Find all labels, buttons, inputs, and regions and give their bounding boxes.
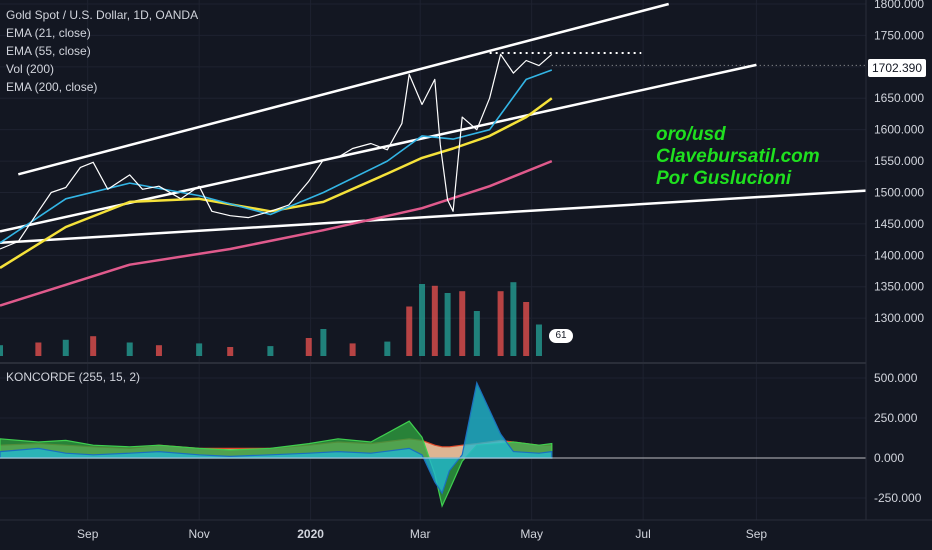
indicator-tick-label: 500.000 (874, 371, 918, 385)
time-tick-label: May (520, 527, 543, 541)
price-line (0, 53, 553, 250)
price-tick-label: 1500.000 (874, 185, 924, 199)
volume-bar (320, 329, 327, 356)
author-watermark: oro/usd Clavebursatil.com Por Guslucioni (656, 124, 820, 190)
chart-legend: Gold Spot / U.S. Dollar, 1D, OANDA EMA (… (6, 6, 198, 96)
indicator-legend[interactable]: KONCORDE (255, 15, 2) (6, 370, 141, 384)
volume-bar (349, 343, 356, 356)
volume-bar (196, 343, 203, 356)
volume-bar (305, 338, 312, 356)
legend-ema200[interactable]: EMA (200, close) (6, 80, 98, 94)
price-tick-label: 1650.000 (874, 91, 924, 105)
trendline (17, 2, 670, 176)
legend-vol[interactable]: Vol (200) (6, 62, 55, 76)
volume-bars (0, 282, 542, 356)
price-tick-label: 1300.000 (874, 311, 924, 325)
koncorde-series-1 (0, 380, 553, 495)
volume-bar (227, 347, 234, 356)
volume-bar (523, 302, 530, 356)
time-axis[interactable]: Sep Nov 2020 Mar May Jul Sep (77, 527, 767, 541)
watermark-line-2: Clavebursatil.com (656, 146, 820, 167)
time-tick-label: Jul (635, 527, 650, 541)
price-tick-label: 1400.000 (874, 248, 924, 262)
volume-bar (62, 339, 69, 356)
volume-bar (384, 341, 391, 356)
volume-bar (419, 284, 426, 356)
volume-badge[interactable]: 61 (549, 329, 573, 343)
volume-bar (126, 342, 133, 356)
volume-bar (535, 324, 542, 356)
volume-bar (497, 291, 504, 356)
legend-ema55[interactable]: EMA (55, close) (6, 44, 91, 58)
indicator-tick-label: 0.000 (874, 451, 904, 465)
volume-bar (90, 336, 97, 356)
price-tick-label: 1450.000 (874, 217, 924, 231)
volume-bar (444, 293, 451, 356)
watermark-line-3: Por Guslucioni (656, 168, 792, 189)
price-axis[interactable]: 1800.0001750.0001700.0001650.0001600.000… (874, 0, 924, 505)
volume-bar (406, 306, 413, 356)
volume-bar (431, 285, 438, 356)
time-tick-label: Sep (746, 527, 768, 541)
time-tick-label: Nov (188, 527, 209, 541)
time-tick-label: Mar (410, 527, 431, 541)
volume-bar (155, 345, 162, 356)
symbol-title[interactable]: Gold Spot / U.S. Dollar, 1D, OANDA (6, 8, 199, 22)
price-tick-label: 1550.000 (874, 154, 924, 168)
indicator-tick-label: -250.000 (874, 491, 922, 505)
watermark-line-1: oro/usd (656, 124, 726, 145)
price-lines (0, 2, 867, 307)
price-tick-label: 1600.000 (874, 123, 924, 137)
price-tick-label: 1350.000 (874, 280, 924, 294)
volume-bar (510, 282, 517, 356)
legend-ema21[interactable]: EMA (21, close) (6, 26, 91, 40)
time-tick-label: 2020 (297, 527, 324, 541)
last-price-label: 1702.390 (868, 59, 926, 77)
ema21-line (0, 69, 553, 244)
price-tick-label: 1750.000 (874, 28, 924, 42)
time-tick-label: Sep (77, 527, 99, 541)
volume-bar (0, 345, 3, 356)
indicator-tick-label: 250.000 (874, 411, 918, 425)
price-tick-label: 1800.000 (874, 0, 924, 11)
koncorde-indicator (0, 380, 866, 508)
volume-bar (459, 291, 466, 356)
volume-bar (473, 311, 480, 356)
koncorde-series-0 (0, 420, 553, 508)
volume-bar (267, 346, 274, 356)
ema200-line (0, 159, 553, 307)
volume-bar (35, 342, 42, 356)
trendline (0, 189, 867, 245)
ema55-line (0, 97, 553, 269)
